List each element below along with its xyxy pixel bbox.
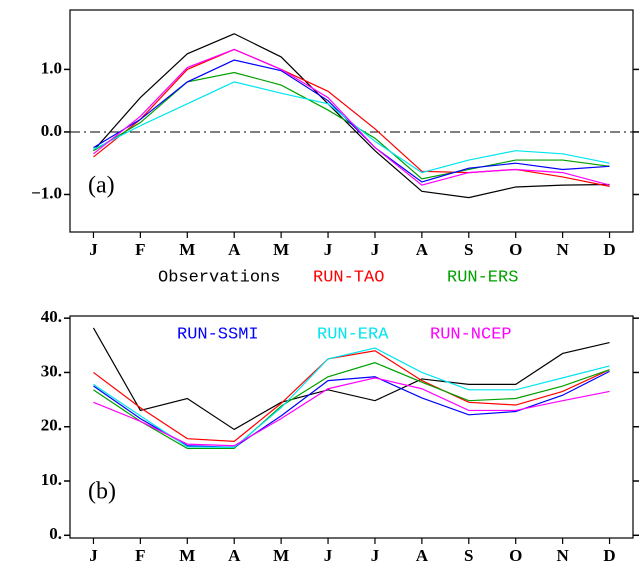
- x-tick-label: J: [371, 546, 380, 563]
- panel-label: (b): [88, 479, 116, 505]
- legend-entry: Observations: [158, 268, 280, 287]
- x-tick-label: N: [556, 546, 569, 563]
- x-tick-label: J: [324, 546, 333, 563]
- x-tick-label: J: [324, 240, 333, 259]
- legend-entry: RUN-TAO: [313, 268, 384, 287]
- x-tick-label: D: [603, 240, 615, 259]
- x-tick-label: J: [89, 240, 98, 259]
- data-line: [93, 33, 610, 199]
- x-tick-label: F: [135, 240, 145, 259]
- x-tick-label: N: [556, 240, 569, 259]
- data-line: [93, 59, 610, 183]
- x-tick-label: O: [509, 240, 522, 259]
- data-line: [93, 350, 610, 442]
- y-tick-label: 1.0: [41, 58, 62, 77]
- panel-label: (a): [88, 173, 115, 199]
- x-tick-label: O: [509, 546, 522, 563]
- legend-entry: RUN-NCEP: [430, 325, 512, 344]
- y-tick-label: 40.: [41, 307, 62, 326]
- y-tick-label: 0.0: [41, 121, 62, 140]
- data-line: [93, 48, 610, 187]
- x-tick-label: M: [273, 546, 289, 563]
- x-tick-label: M: [179, 240, 195, 259]
- x-tick-label: D: [603, 546, 615, 563]
- x-tick-label: J: [371, 240, 380, 259]
- x-tick-label: A: [416, 240, 429, 259]
- data-line: [93, 347, 610, 448]
- legend-entry: RUN-ERS: [447, 268, 518, 287]
- plot-frame: [69, 9, 634, 233]
- y-tick-label: 0.: [49, 524, 62, 543]
- x-tick-label: J: [89, 546, 98, 563]
- y-tick-label: −1.0: [31, 183, 62, 202]
- data-line: [93, 362, 610, 450]
- x-tick-label: A: [416, 546, 429, 563]
- legend-entry: RUN-SSMI: [177, 325, 259, 344]
- y-tick-label: 30.: [41, 361, 62, 380]
- y-tick-label: 10.: [41, 470, 62, 489]
- x-tick-label: A: [228, 240, 241, 259]
- x-tick-label: F: [135, 546, 145, 563]
- x-tick-label: M: [179, 546, 195, 563]
- x-tick-label: M: [273, 240, 289, 259]
- data-line: [93, 377, 610, 447]
- legend-entry: RUN-ERA: [317, 325, 389, 344]
- data-line: [93, 48, 610, 186]
- x-tick-label: S: [464, 546, 473, 563]
- x-tick-label: A: [228, 546, 241, 563]
- data-line: [93, 71, 610, 180]
- y-tick-label: 20.: [41, 416, 62, 435]
- x-tick-label: S: [464, 240, 473, 259]
- data-line: [92, 327, 610, 431]
